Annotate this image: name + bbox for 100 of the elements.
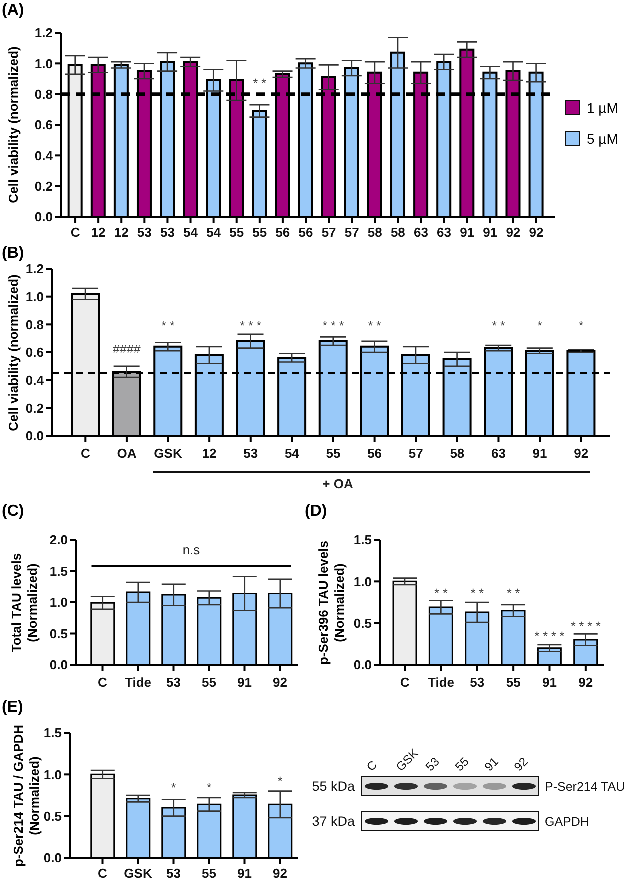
- y-tick-label: 0.0: [354, 658, 372, 673]
- x-tick-label: 92: [578, 675, 594, 690]
- ref-line-label: n.s: [182, 542, 201, 558]
- y-tick-label: 0.0: [50, 658, 68, 673]
- y-tick-label: 1.5: [354, 532, 372, 548]
- x-tick-label: 92: [273, 866, 288, 882]
- y-axis-title: p-Ser396 TAU levels (Normalized): [316, 540, 348, 665]
- x-tick-label: 58: [450, 446, 465, 462]
- category-label: 92: [511, 754, 532, 774]
- x-tick-label: C: [70, 225, 81, 240]
- annotation: ####: [113, 342, 141, 357]
- annotation: *: [538, 319, 543, 334]
- y-tick-label: 1.2: [34, 26, 53, 41]
- y-tick-label: 0.5: [50, 626, 68, 642]
- y-tick-label: 0.0: [44, 850, 62, 866]
- x-tick-label: 53: [166, 866, 181, 882]
- y-tick-label: 0.6: [26, 345, 44, 360]
- x-tick-label: OA: [117, 446, 138, 462]
- category-label: 91: [482, 754, 502, 774]
- category-label: GAPDH: [545, 814, 590, 829]
- x-tick-label: 63: [414, 225, 428, 240]
- y-tick-label: 0.6: [34, 118, 53, 133]
- x-tick-label: 92: [574, 446, 589, 462]
- x-tick-label: 55: [252, 225, 268, 240]
- x-tick-label: C: [80, 446, 91, 462]
- category-label: P-Ser214 TAU: [545, 780, 626, 794]
- annotation: * *: [162, 319, 176, 334]
- y-tick-label: 0.5: [44, 808, 62, 824]
- x-tick-label: 53: [166, 675, 181, 690]
- annotation: * * *: [322, 319, 344, 334]
- x-tick-label: 12: [91, 225, 106, 240]
- x-tick-label: 91: [483, 225, 498, 240]
- category-label: 53: [422, 754, 443, 774]
- y-tick-label: 0.8: [34, 86, 53, 102]
- y-tick-label: 1.5: [50, 564, 68, 579]
- y-axis-title: p-Ser214 TAU / GAPDH (Normalized): [11, 724, 43, 867]
- x-tick-label: 63: [491, 446, 506, 462]
- x-tick-label: C: [98, 675, 108, 690]
- y-axis-title: Cell viability (normalized): [6, 46, 22, 204]
- x-tick-label: 91: [542, 675, 557, 690]
- annotation: *: [171, 780, 176, 795]
- x-tick-label: 91: [238, 675, 252, 690]
- x-tick-label: 56: [368, 446, 382, 462]
- chart-title: (E): [2, 699, 24, 717]
- x-tick-label: 92: [273, 675, 288, 690]
- y-tick-label: 1.0: [44, 767, 62, 782]
- y-tick-label: 1.2: [26, 262, 44, 277]
- y-tick-label: 1.0: [354, 574, 372, 590]
- y-tick-label: 0.8: [26, 317, 44, 332]
- annotation: * * * *: [570, 620, 601, 634]
- x-tick-label: 56: [298, 225, 314, 240]
- y-tick-label: 0.5: [354, 616, 372, 631]
- x-tick-label: C: [400, 675, 410, 690]
- y-tick-label: 1.0: [50, 595, 68, 610]
- chart-title: (D): [305, 503, 328, 521]
- annotation: * *: [470, 586, 484, 600]
- x-tick-label: Tide: [125, 675, 152, 690]
- annotation: * *: [492, 319, 506, 334]
- category-label: 37 kDa: [312, 814, 355, 830]
- x-tick-label: 58: [390, 225, 406, 240]
- x-tick-label: 91: [532, 446, 548, 462]
- y-tick-label: 0.4: [34, 148, 54, 164]
- category-label: 55 kDa: [312, 779, 355, 794]
- x-tick-label: 91: [238, 866, 252, 882]
- x-tick-label: 12: [202, 446, 217, 462]
- chart-title: (C): [2, 503, 24, 521]
- x-tick-label: 55: [202, 866, 216, 882]
- x-tick-label: GSK: [154, 446, 183, 462]
- annotation: *: [278, 774, 283, 788]
- x-tick-label: 53: [137, 225, 152, 240]
- x-tick-label: 92: [506, 225, 521, 240]
- legend-label: 1 µM: [587, 100, 618, 116]
- x-tick-label: 63: [437, 225, 452, 240]
- x-tick-label: 12: [114, 225, 129, 240]
- x-tick-label: 53: [470, 675, 485, 690]
- x-tick-label: 55: [326, 446, 341, 462]
- x-tick-label: 58: [368, 225, 382, 240]
- annotation: *: [578, 319, 584, 334]
- y-tick-label: 0.2: [34, 178, 53, 194]
- x-tick-label: 53: [244, 446, 258, 462]
- y-tick-label: 0.0: [34, 210, 53, 225]
- y-tick-label: 1.0: [26, 289, 44, 304]
- category-label: C: [364, 758, 380, 774]
- category-label: 55: [452, 754, 472, 774]
- x-tick-label: 54: [206, 225, 222, 240]
- annotation: * *: [506, 586, 520, 600]
- x-tick-label: 53: [160, 225, 175, 240]
- y-tick-label: 0.0: [26, 428, 44, 444]
- x-tick-label: 55: [506, 675, 521, 690]
- annotation: * * *: [240, 319, 262, 334]
- y-tick-label: 0.2: [26, 400, 44, 416]
- annotation: *: [206, 780, 212, 795]
- chart-title: (A): [2, 2, 24, 20]
- annotation: * * * *: [534, 630, 565, 644]
- x-tick-label: 57: [344, 225, 360, 240]
- x-tick-label: 54: [284, 446, 300, 462]
- y-axis-title: Cell viability (normalized): [6, 274, 22, 431]
- x-tick-label: 92: [529, 225, 544, 240]
- x-tick-label: 57: [322, 225, 336, 240]
- annotation: * *: [253, 76, 267, 91]
